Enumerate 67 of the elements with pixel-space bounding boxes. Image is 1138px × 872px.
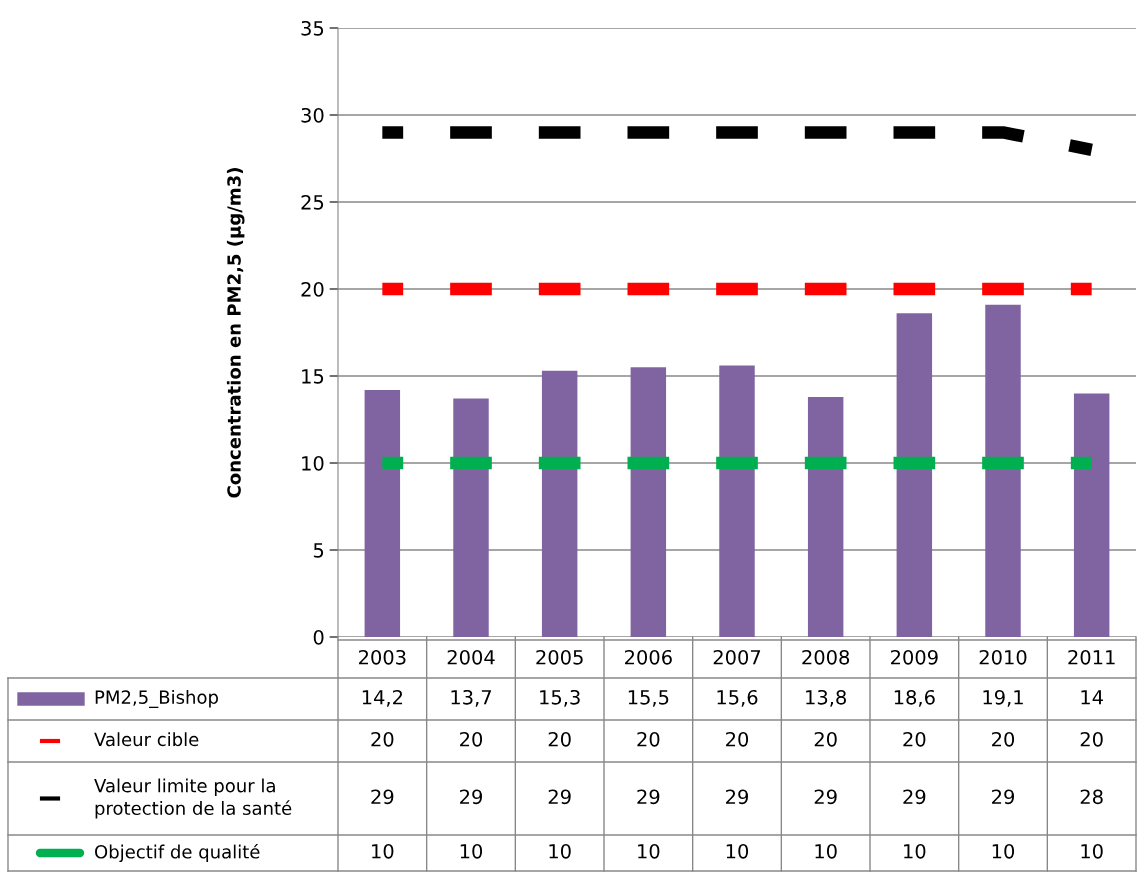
data-label: 13,7 [451, 689, 491, 707]
y-tick-label: 30 [301, 107, 324, 123]
y-tick-label: 20 [301, 281, 324, 297]
legend-label: Valeur cible [94, 732, 199, 747]
data-label: 20 [1080, 731, 1103, 747]
y-tick-label: 5 [313, 543, 324, 558]
legend-label: Objectif de qualité [95, 843, 260, 863]
legend-label: PM2,5_Bishop [95, 690, 218, 708]
data-label: 10 [1081, 843, 1103, 859]
data-label: 15,6 [717, 689, 758, 707]
y-axis-title: Concentration en PM2,5 (µg/m3) [226, 168, 245, 498]
data-label: 10 [726, 843, 749, 859]
x-tick-label: 2004 [447, 649, 495, 665]
data-label: 29 [637, 789, 660, 805]
x-tick-label: 2006 [625, 649, 672, 665]
x-tick-label: 2005 [536, 649, 583, 665]
bar [541, 370, 578, 637]
data-label: 15,3 [540, 689, 580, 707]
data-label: 29 [814, 789, 837, 805]
data-label: 29 [548, 789, 571, 805]
data-label: 28 [1080, 789, 1103, 805]
data-label: 20 [726, 731, 749, 747]
data-label: 20 [371, 731, 394, 747]
x-tick-label: 2010 [979, 649, 1027, 665]
data-label: 29 [460, 789, 482, 805]
data-label: 14 [1081, 690, 1103, 705]
data-label: 10 [549, 843, 571, 859]
x-tick-label: 2003 [359, 649, 406, 665]
data-label: 29 [903, 789, 926, 805]
data-label: 14,2 [362, 689, 403, 707]
data-label: 13,8 [806, 689, 846, 707]
x-tick-label: 2008 [802, 649, 850, 665]
y-tick-label: 25 [301, 194, 324, 210]
data-label: 18,6 [894, 689, 935, 707]
data-label: 29 [726, 789, 748, 805]
data-label: 20 [460, 731, 483, 747]
data-label: 29 [992, 789, 1014, 805]
data-label: 29 [371, 789, 394, 805]
x-tick-label: 2007 [713, 649, 761, 665]
bar [985, 304, 1021, 637]
data-label: 10 [460, 843, 483, 859]
data-label: 10 [815, 843, 837, 859]
y-tick-label: 15 [302, 369, 324, 384]
data-label: 19,1 [983, 689, 1023, 707]
data-label: 20 [903, 731, 926, 747]
bar [1073, 393, 1110, 637]
legend-label: Valeur limite pour la protection de la santé [94, 778, 292, 819]
data-label: 15,5 [628, 690, 669, 707]
data-label: 10 [992, 843, 1015, 859]
bar [807, 396, 844, 637]
data-label: 10 [904, 843, 926, 859]
y-tick-label: 35 [301, 20, 324, 36]
data-label: 20 [637, 731, 660, 747]
y-tick-label: 10 [302, 455, 324, 471]
bar [453, 398, 489, 637]
y-tick-label: 0 [313, 629, 324, 645]
bar [896, 313, 933, 637]
bar [630, 367, 667, 637]
data-label: 10 [372, 843, 394, 859]
data-label: 20 [814, 731, 837, 747]
data-label: 20 [992, 731, 1015, 747]
x-tick-label: 2011 [1068, 649, 1115, 665]
data-label: 20 [548, 731, 571, 747]
x-tick-label: 2009 [891, 649, 938, 665]
bar [364, 389, 401, 637]
bar [719, 365, 755, 637]
data-label: 10 [638, 843, 660, 859]
